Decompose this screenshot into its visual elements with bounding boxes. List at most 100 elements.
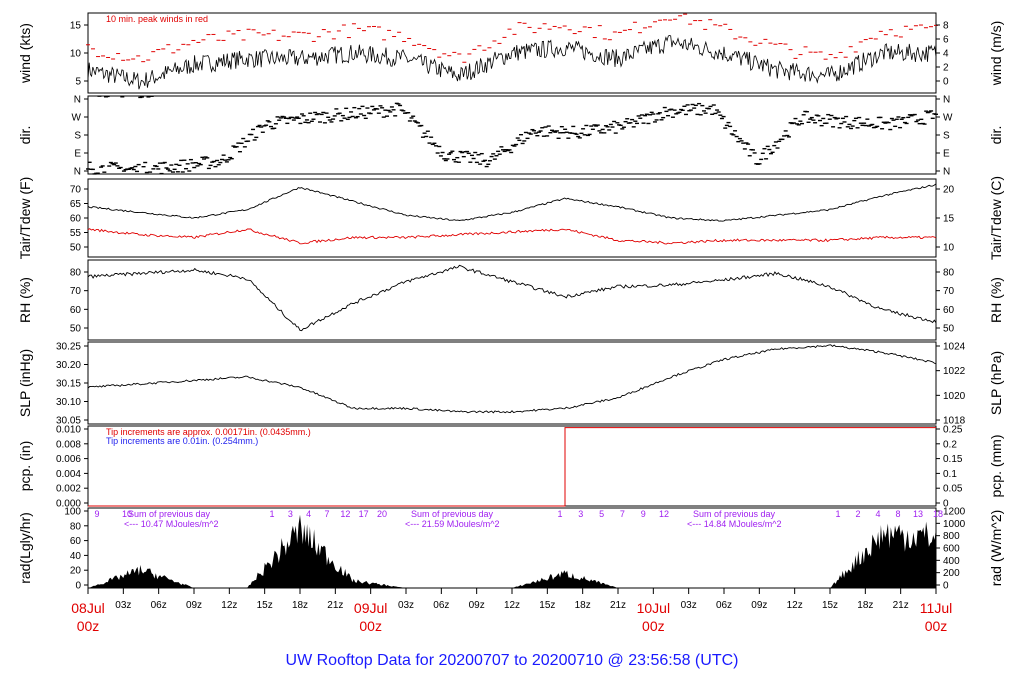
temp-panel: [87, 178, 937, 258]
rad-right-tick-label: 1200: [943, 507, 966, 518]
pressure-series: [87, 344, 937, 414]
day-label: 10Jul: [637, 600, 670, 616]
x-tick-label: 09z: [469, 600, 485, 611]
tair-line: [87, 183, 937, 222]
dir-left-tick-label: N: [74, 167, 81, 178]
day-label: 11Jul: [920, 600, 952, 616]
rh-left-tick-label: 50: [70, 324, 82, 335]
dir-ylabel-right: dir.: [988, 126, 1004, 145]
pcp-left-tick-label: 0.004: [56, 469, 81, 480]
wind-right-tick-label: 6: [943, 35, 949, 46]
pcp-right-tick-label: 0: [943, 499, 949, 510]
temp-left-tick-label: 70: [70, 185, 82, 196]
rad-right-tick-label: 400: [943, 556, 960, 567]
rad-sum-label-2: Sum of previous day: [411, 509, 494, 519]
rad-hour-mark: 3: [578, 509, 583, 519]
rad-hour-mark: 1: [557, 509, 562, 519]
x-tick-label: 15z: [257, 600, 273, 611]
direction-series: [86, 95, 938, 175]
rad-hour-mark: 7: [620, 509, 625, 519]
radiation-series: [88, 514, 936, 588]
pcp-left-tick-label: 0.010: [56, 425, 81, 436]
rad-day-sum-3: <--- 14.84 MJoules/m^2: [687, 519, 782, 529]
slp-left-tick-label: 30.15: [56, 379, 81, 390]
x-tick-label: 21z: [893, 600, 909, 611]
wind-ylabel-right: wind (m/s): [988, 21, 1004, 87]
x-tick-label: 12z: [221, 600, 237, 611]
rad-hour-mark: 8: [895, 509, 900, 519]
rad-day-sum-1: <--- 10.47 MJoules/m^2: [124, 519, 219, 529]
temp-ylabel: Tair/Tdew (F): [17, 177, 33, 259]
rh-left-tick-label: 70: [70, 286, 82, 297]
rad-area: [88, 514, 936, 588]
rad-hour-mark: 17: [359, 509, 369, 519]
pcp-right-tick-label: 0.25: [943, 425, 963, 436]
rad-right-tick-label: 800: [943, 531, 960, 542]
wind-ylabel: wind (kts): [17, 23, 33, 84]
wind-left-tick-label: 15: [70, 21, 82, 32]
temp-right-tick-label: 10: [943, 243, 955, 254]
dir-panel: [87, 95, 937, 175]
rad-day-sum-2: <--- 21.59 MJoules/m^2: [405, 519, 500, 529]
temp-ylabel-right: Tair/Tdew (C): [988, 176, 1004, 260]
day-label: 09Jul: [354, 600, 387, 616]
rad-hour-mark: 4: [875, 509, 880, 519]
slp-line: [87, 344, 937, 414]
wind-left-tick-label: 5: [75, 77, 81, 88]
day-label: 08Jul: [71, 600, 104, 616]
rad-right-tick-label: 200: [943, 568, 960, 579]
rad-hour-mark: 13: [913, 509, 923, 519]
chart-title: UW Rooftop Data for 20200707 to 20200710…: [286, 652, 739, 669]
x-tick-label: 18z: [857, 600, 873, 611]
rad-right-tick-label: 0: [943, 581, 949, 592]
slp-left-tick-label: 30.10: [56, 397, 81, 408]
pcp-left-tick-label: 0.002: [56, 484, 81, 495]
x-tick-label: 06z: [151, 600, 167, 611]
rad-hour-mark: 5: [599, 509, 604, 519]
x-tick-label: 18z: [292, 600, 308, 611]
rh-right-tick-label: 80: [943, 268, 955, 279]
rh-left-tick-label: 60: [70, 305, 82, 316]
tdew-line: [87, 228, 937, 245]
x-tick-label: 03z: [398, 600, 414, 611]
dir-left-tick-label: E: [74, 149, 81, 160]
temp-right-tick-label: 20: [943, 185, 955, 196]
wind-right-tick-label: 4: [943, 49, 949, 60]
dir-left-tick-label: S: [74, 131, 81, 142]
rad-sum-label-1: Sum of previous day: [128, 509, 211, 519]
rad-hour-mark: 12: [340, 509, 350, 519]
slp-panel: [87, 341, 937, 425]
temperature-series: [87, 183, 937, 245]
rad-ylabel: rad(Lgly/hr): [17, 512, 33, 584]
x-tick-label: 15z: [539, 600, 555, 611]
x-tick-label: 09z: [751, 600, 767, 611]
day-hour-label: 00z: [359, 618, 382, 634]
rad-hour-mark: 4: [306, 509, 311, 519]
rad-hour-mark: 2: [855, 509, 860, 519]
rad-left-tick-label: 100: [64, 507, 81, 518]
axis-ticks: 5101502468NESWNNESWN50556065701015205060…: [56, 21, 966, 592]
rad-right-tick-label: 600: [943, 544, 960, 555]
rad-left-tick-label: 20: [70, 566, 82, 577]
x-tick-label: 21z: [327, 600, 343, 611]
slp-left-tick-label: 30.25: [56, 342, 81, 353]
wind-right-tick-label: 8: [943, 21, 949, 32]
slp-right-tick-label: 1022: [943, 366, 966, 377]
dir-right-tick-label: N: [943, 95, 950, 106]
temp-right-tick-label: 15: [943, 214, 955, 225]
humidity-series: [87, 264, 937, 332]
rad-left-tick-label: 60: [70, 536, 82, 547]
rh-right-tick-label: 50: [943, 324, 955, 335]
rh-ylabel: RH (%): [17, 277, 33, 323]
x-tick-label: 09z: [186, 600, 202, 611]
x-tick-label: 03z: [681, 600, 697, 611]
day-hour-label: 00z: [77, 618, 100, 634]
slp-right-tick-label: 1020: [943, 391, 966, 402]
rad-left-tick-label: 80: [70, 521, 82, 532]
wind-note: 10 min. peak winds in red: [106, 14, 208, 24]
rh-panel: [87, 259, 937, 341]
rad-hour-mark: 3: [288, 509, 293, 519]
pcp-right-tick-label: 0.2: [943, 439, 957, 450]
rad-hour-mark: 9: [641, 509, 646, 519]
